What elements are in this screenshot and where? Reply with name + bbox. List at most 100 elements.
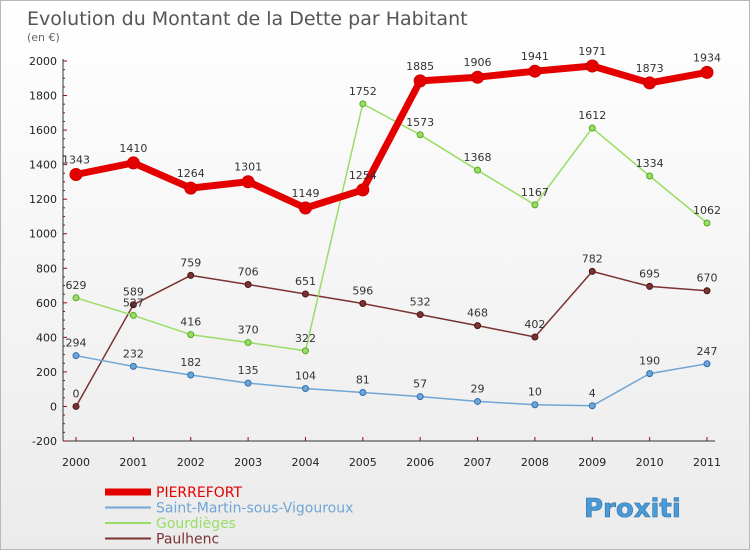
x-tick-label: 2009: [578, 456, 606, 469]
data-point: [187, 371, 195, 379]
data-label: 322: [295, 332, 316, 345]
data-label: 1301: [234, 161, 262, 174]
data-point: [187, 331, 195, 339]
data-point: [703, 287, 711, 295]
data-label: 29: [471, 382, 485, 395]
data-label: 1254: [349, 169, 377, 182]
data-label: 1410: [119, 142, 147, 155]
y-tick-label: 1400: [29, 159, 57, 172]
data-label: 1906: [464, 56, 492, 69]
data-label: 596: [352, 285, 373, 298]
data-point: [646, 370, 654, 378]
x-tick-label: 2006: [406, 456, 434, 469]
data-label: 1934: [693, 51, 721, 64]
data-point: [356, 183, 370, 197]
x-tick-label: 2003: [234, 456, 262, 469]
data-label: 468: [467, 307, 488, 320]
x-tick-label: 2007: [464, 456, 492, 469]
data-label: 0: [73, 387, 80, 400]
data-point: [474, 166, 482, 174]
data-label: 1573: [406, 116, 434, 129]
data-label: 1873: [636, 62, 664, 75]
chart-title: Evolution du Montant de la Dette par Hab…: [27, 8, 468, 30]
data-label: 532: [410, 296, 431, 309]
y-tick-label: 200: [36, 366, 57, 379]
legend-label: PIERREFORT: [156, 485, 242, 501]
x-tick-label: 2000: [62, 456, 90, 469]
data-label: 1941: [521, 50, 549, 63]
data-point: [416, 311, 424, 319]
data-label: 57: [413, 378, 427, 391]
watermark-text: Proxiti: [584, 494, 681, 524]
series-line: [304, 103, 708, 352]
data-label: 1343: [62, 153, 90, 166]
legend-item: Saint-Martin-sous-Vigouroux: [105, 501, 353, 517]
y-tick-label: 1800: [29, 90, 57, 103]
legend: PIERREFORTSaint-Martin-sous-VigourouxGou…: [105, 485, 353, 548]
data-point: [646, 172, 654, 180]
y-tick-label: -200: [32, 435, 57, 448]
data-point: [588, 124, 596, 132]
data-label: 416: [180, 316, 201, 329]
data-point: [184, 181, 198, 195]
data-label: 4: [589, 387, 596, 400]
series-line: [75, 354, 708, 407]
y-tick-label: 800: [36, 262, 57, 275]
data-label: 1612: [578, 109, 606, 122]
series-2: [72, 100, 711, 355]
data-label: 190: [639, 355, 660, 368]
data-point: [298, 201, 312, 215]
data-point: [531, 201, 539, 209]
x-tick-label: 2010: [636, 456, 664, 469]
series-group: [69, 59, 714, 410]
data-label: 1971: [578, 45, 606, 58]
legend-item: Paulhenc: [105, 532, 219, 548]
data-point: [700, 65, 714, 79]
data-point: [126, 156, 140, 170]
data-label: 10: [528, 386, 542, 399]
series-1: [72, 352, 711, 410]
y-tick-label: 1200: [29, 193, 57, 206]
data-label: 81: [356, 373, 370, 386]
legend-item: PIERREFORT: [105, 485, 242, 501]
data-label: 629: [66, 279, 87, 292]
data-point: [588, 402, 596, 410]
data-point: [359, 100, 367, 108]
legend-label: Paulhenc: [156, 532, 219, 548]
data-point: [244, 379, 252, 387]
data-label: 135: [238, 364, 259, 377]
series-line: [75, 270, 708, 408]
data-label: 695: [639, 267, 660, 280]
y-tick-label: 2000: [29, 55, 57, 68]
data-label: 670: [697, 272, 718, 285]
x-tick-label: 2001: [119, 456, 147, 469]
y-tick-label: 1600: [29, 124, 57, 137]
data-label: 294: [66, 337, 87, 350]
x-tick-label: 2002: [177, 456, 205, 469]
data-point: [474, 322, 482, 330]
data-point: [301, 384, 309, 392]
data-point: [129, 362, 137, 370]
data-point: [416, 393, 424, 401]
series-line: [72, 62, 711, 212]
x-tick-label: 2008: [521, 456, 549, 469]
series-3: [72, 267, 711, 410]
data-label: 1264: [177, 167, 205, 180]
y-tick-label: 400: [36, 331, 57, 344]
data-label: 1149: [291, 187, 319, 200]
data-label: 232: [123, 347, 144, 360]
data-label: 1885: [406, 60, 434, 73]
data-label: 182: [180, 356, 201, 369]
data-point: [359, 388, 367, 396]
data-label: 1167: [521, 186, 549, 199]
x-tick-label: 2005: [349, 456, 377, 469]
data-label: 1334: [636, 157, 664, 170]
data-label: 589: [123, 286, 144, 299]
data-point: [301, 347, 309, 355]
data-point: [359, 300, 367, 308]
data-label: 782: [582, 252, 603, 265]
data-point: [72, 294, 80, 302]
data-point: [531, 333, 539, 341]
data-label: 651: [295, 275, 316, 288]
